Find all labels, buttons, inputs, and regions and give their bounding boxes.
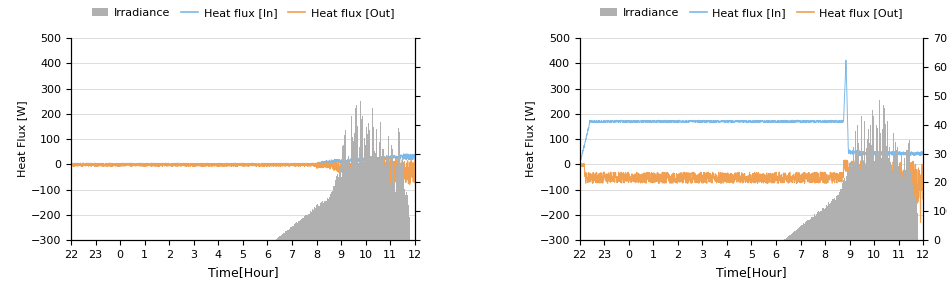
X-axis label: Time[Hour]: Time[Hour] — [207, 265, 278, 279]
X-axis label: Time[Hour]: Time[Hour] — [716, 265, 787, 279]
Legend: Irradiance, Heat flux [In], Heat flux [Out]: Irradiance, Heat flux [In], Heat flux [O… — [87, 3, 399, 22]
Y-axis label: Heat Flux [W]: Heat Flux [W] — [17, 101, 27, 178]
Legend: Irradiance, Heat flux [In], Heat flux [Out]: Irradiance, Heat flux [In], Heat flux [O… — [596, 3, 907, 22]
Y-axis label: Heat Flux [W]: Heat Flux [W] — [526, 101, 535, 178]
